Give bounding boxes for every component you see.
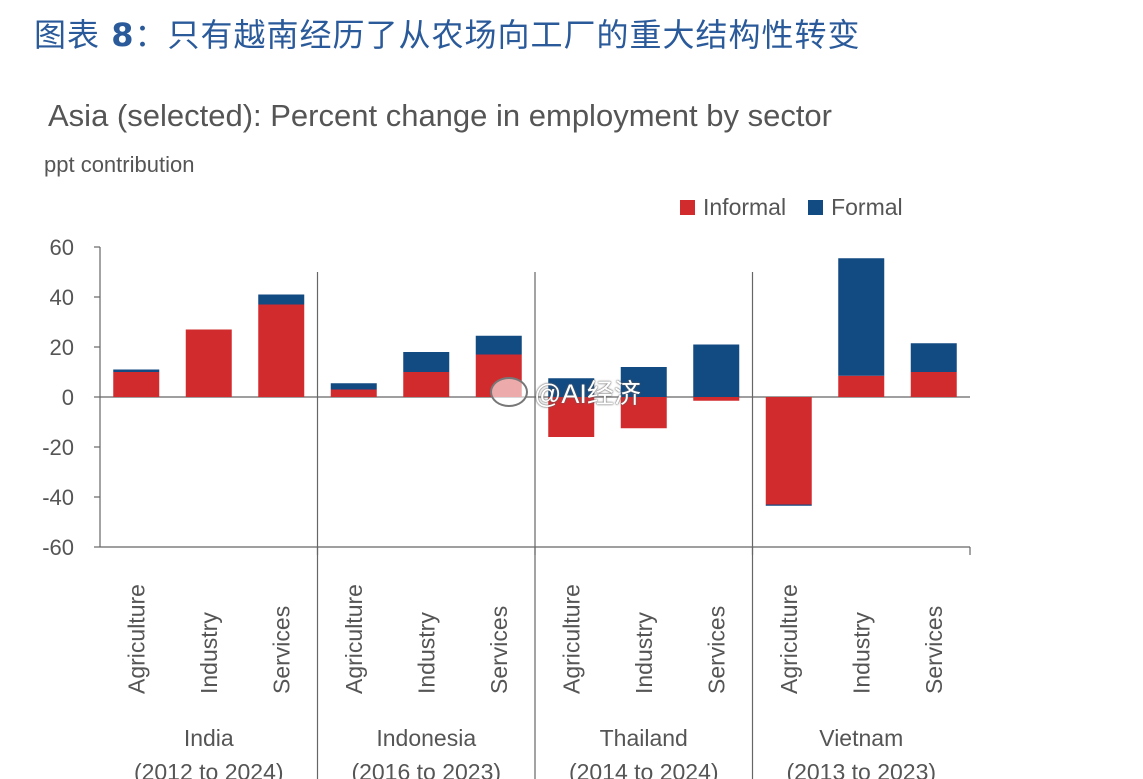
bar-formal-thailand-industry xyxy=(620,367,667,397)
figure-title-number: 8 xyxy=(111,16,135,54)
bar-formal-vietnam-agriculture xyxy=(765,504,812,506)
x-category-label: Agriculture xyxy=(123,584,149,694)
x-category-label: Services xyxy=(486,606,512,694)
bar-informal-vietnam-agriculture xyxy=(765,397,812,505)
x-category-label: Agriculture xyxy=(341,584,367,694)
x-category-label: Agriculture xyxy=(558,584,584,694)
y-tick-label: -60 xyxy=(42,535,74,560)
x-group-period-label: (2013 to 2023) xyxy=(786,759,936,779)
x-category-label: Industry xyxy=(848,612,874,694)
legend-swatch-informal xyxy=(680,200,695,215)
watermark-text: @AI经济 xyxy=(534,379,641,409)
x-category-label: Industry xyxy=(631,612,657,694)
x-category-label: Services xyxy=(921,606,947,694)
legend-swatch-formal xyxy=(808,200,824,215)
y-tick-label: 20 xyxy=(50,335,74,360)
y-tick-label: -40 xyxy=(42,485,74,510)
y-tick-label: -20 xyxy=(42,435,74,460)
x-group-period-label: (2012 to 2024) xyxy=(134,759,284,779)
bar-informal-thailand-agriculture xyxy=(548,397,595,437)
figure-title: 图表 8：只有越南经历了从农场向工厂的重大结构性转变 xyxy=(34,10,860,56)
bar-formal-india-agriculture xyxy=(113,369,160,372)
x-group-country-label: Thailand xyxy=(600,725,688,751)
x-group-period-label: (2014 to 2024) xyxy=(569,759,719,779)
bar-informal-india-industry xyxy=(185,329,232,397)
bar-formal-indonesia-industry xyxy=(403,352,450,372)
x-group-period-label: (2016 to 2023) xyxy=(351,759,501,779)
legend: Informal Formal xyxy=(680,194,925,221)
y-tick-label: 0 xyxy=(62,385,74,410)
chart-title: Asia (selected): Percent change in emplo… xyxy=(48,98,832,133)
legend-label-informal: Informal xyxy=(703,194,787,220)
x-category-label: Industry xyxy=(413,612,439,694)
bar-informal-indonesia-industry xyxy=(403,372,450,397)
bar-formal-thailand-services xyxy=(693,344,740,397)
legend-item-informal: Informal xyxy=(680,194,786,221)
x-category-label: Industry xyxy=(196,612,222,694)
x-category-label: Services xyxy=(703,606,729,694)
bar-formal-indonesia-agriculture xyxy=(330,383,377,390)
bar-formal-vietnam-services xyxy=(910,343,957,372)
figure-title-text: ：只有越南经历了从农场向工厂的重大结构性转变 xyxy=(134,16,861,54)
x-group-country-label: India xyxy=(184,725,234,751)
x-group-country-label: Vietnam xyxy=(819,725,903,751)
bar-informal-thailand-industry xyxy=(620,397,667,429)
bar-informal-indonesia-agriculture xyxy=(330,389,377,397)
y-axis-label: ppt contribution xyxy=(44,152,195,177)
x-category-label: Agriculture xyxy=(776,584,802,694)
bar-informal-india-agriculture xyxy=(113,372,160,397)
figure-title-prefix: 图表 xyxy=(34,16,101,54)
x-group-country-label: Indonesia xyxy=(376,725,476,751)
y-tick-label: 60 xyxy=(50,235,74,260)
x-category-label: Services xyxy=(268,606,294,694)
bar-formal-india-services xyxy=(258,294,305,305)
bar-informal-thailand-services xyxy=(693,397,740,401)
bar-informal-vietnam-services xyxy=(910,372,957,397)
weibo-logo-icon xyxy=(490,376,528,407)
bar-formal-vietnam-industry xyxy=(838,258,885,376)
bar-informal-india-services xyxy=(258,304,305,397)
bar-formal-thailand-agriculture xyxy=(548,378,595,397)
bar-formal-indonesia-services xyxy=(475,335,522,355)
legend-item-formal: Formal xyxy=(808,194,903,221)
bar-informal-vietnam-industry xyxy=(838,375,885,397)
y-tick-label: 40 xyxy=(50,285,74,310)
legend-label-formal: Formal xyxy=(831,194,903,220)
watermark: @AI经济 xyxy=(490,372,641,411)
